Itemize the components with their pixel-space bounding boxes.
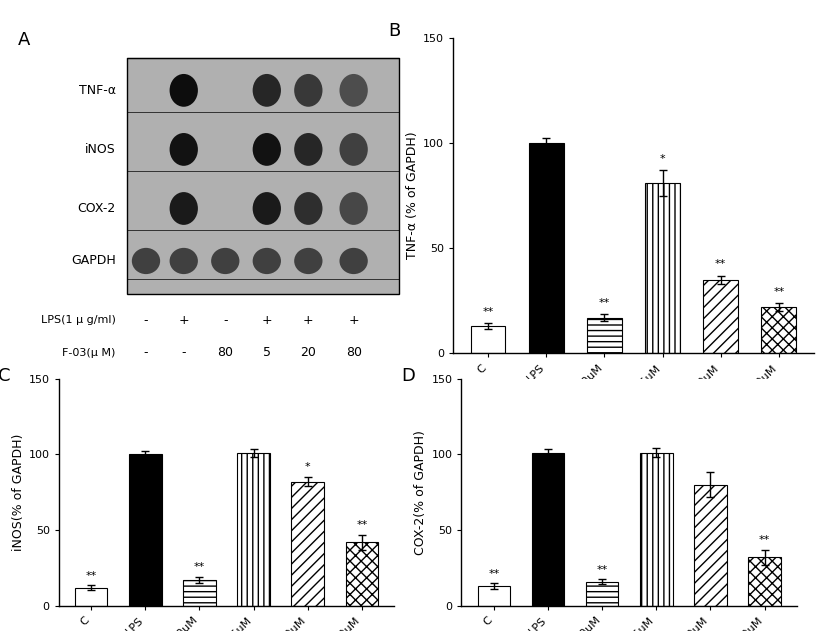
Text: GAPDH: GAPDH xyxy=(71,254,116,268)
Bar xyxy=(703,280,738,353)
Bar xyxy=(128,57,399,294)
Ellipse shape xyxy=(169,133,198,166)
Ellipse shape xyxy=(294,133,322,166)
Text: -: - xyxy=(181,346,186,360)
Ellipse shape xyxy=(169,74,198,107)
Ellipse shape xyxy=(211,248,239,274)
Bar xyxy=(762,307,796,353)
Text: **: ** xyxy=(86,571,96,581)
Bar xyxy=(587,317,622,353)
Text: **: ** xyxy=(482,307,493,317)
Bar xyxy=(645,183,680,353)
Text: TNF-α: TNF-α xyxy=(79,84,116,97)
Text: iNOS: iNOS xyxy=(85,143,116,156)
Text: **: ** xyxy=(774,286,784,297)
Text: **: ** xyxy=(357,520,367,530)
Text: **: ** xyxy=(194,562,205,572)
Text: -: - xyxy=(223,314,227,327)
Text: LPS(1 μ g/ml): LPS(1 μ g/ml) xyxy=(41,315,116,325)
Text: **: ** xyxy=(715,259,727,269)
Ellipse shape xyxy=(340,248,367,274)
Text: -: - xyxy=(143,346,149,360)
Ellipse shape xyxy=(294,248,322,274)
Text: *: * xyxy=(305,463,310,473)
Bar xyxy=(129,454,162,606)
Text: **: ** xyxy=(759,535,770,545)
Text: +: + xyxy=(262,314,272,327)
Text: 80: 80 xyxy=(217,346,233,360)
Bar xyxy=(471,326,505,353)
Text: F-03(μ M): F-03(μ M) xyxy=(62,348,116,358)
Ellipse shape xyxy=(253,192,281,225)
Text: COX-2: COX-2 xyxy=(77,202,116,215)
Bar xyxy=(346,542,378,606)
Bar xyxy=(291,481,324,606)
Text: *: * xyxy=(659,154,665,164)
Text: +: + xyxy=(179,314,189,327)
Text: A: A xyxy=(18,32,30,49)
Bar xyxy=(586,582,618,606)
Text: **: ** xyxy=(597,565,607,575)
Text: **: ** xyxy=(599,298,610,308)
Ellipse shape xyxy=(169,192,198,225)
Bar xyxy=(694,485,727,606)
Ellipse shape xyxy=(169,248,198,274)
Text: 5: 5 xyxy=(263,346,271,360)
Ellipse shape xyxy=(253,248,281,274)
Bar xyxy=(532,453,565,606)
Bar xyxy=(477,586,510,606)
Text: D: D xyxy=(401,367,415,386)
Text: C: C xyxy=(0,367,11,386)
Text: **: ** xyxy=(488,569,499,579)
Y-axis label: TNF-α (% of GAPDH): TNF-α (% of GAPDH) xyxy=(406,132,419,259)
Bar xyxy=(640,453,673,606)
Bar xyxy=(529,143,564,353)
Bar xyxy=(237,453,270,606)
Ellipse shape xyxy=(253,74,281,107)
Y-axis label: iNOS(% of GAPDH): iNOS(% of GAPDH) xyxy=(12,433,24,551)
Ellipse shape xyxy=(340,74,367,107)
Text: B: B xyxy=(388,22,400,40)
Ellipse shape xyxy=(294,192,322,225)
Ellipse shape xyxy=(253,133,281,166)
Ellipse shape xyxy=(340,192,367,225)
Bar xyxy=(75,587,107,606)
Ellipse shape xyxy=(132,248,160,274)
Y-axis label: COX-2(% of GAPDH): COX-2(% of GAPDH) xyxy=(414,430,427,555)
Text: +: + xyxy=(348,314,359,327)
Text: +: + xyxy=(303,314,314,327)
Ellipse shape xyxy=(340,133,367,166)
Text: 80: 80 xyxy=(346,346,362,360)
Text: 20: 20 xyxy=(300,346,316,360)
Bar xyxy=(183,580,216,606)
Bar xyxy=(748,557,781,606)
Ellipse shape xyxy=(294,74,322,107)
Text: -: - xyxy=(143,314,149,327)
